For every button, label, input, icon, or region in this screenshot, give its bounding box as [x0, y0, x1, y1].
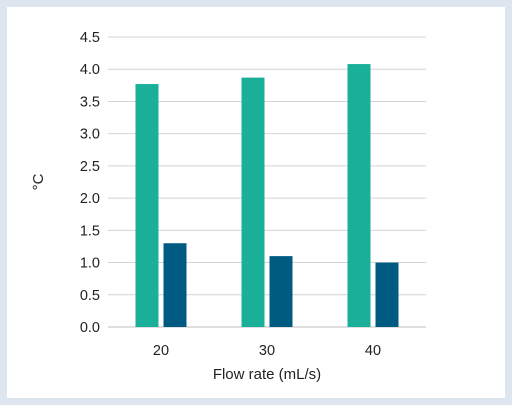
x-tick-label: 20 — [153, 343, 169, 359]
bar-chart: 0.0 0.5 1.0 1.5 2.0 2.5 3.0 3.5 4.0 4.5 20 30 40 Fl… — [30, 30, 426, 383]
gridlines — [108, 36, 426, 328]
y-tick-labels: 0.0 0.5 1.0 1.5 2.0 2.5 3.0 3.5 4.0 4.5 — [80, 30, 100, 336]
x-axis-label: Flow rate (mL/s) — [213, 366, 321, 383]
bars — [135, 64, 399, 328]
bar-30-series-1 — [241, 77, 265, 327]
y-tick-label: 3.5 — [80, 94, 100, 110]
y-tick-label: 4.0 — [80, 62, 100, 78]
y-axis-label: °C — [30, 173, 47, 190]
y-tick-label: 0.0 — [80, 320, 100, 336]
y-tick-label: 2.0 — [80, 191, 100, 207]
y-tick-label: 3.0 — [80, 127, 100, 143]
y-tick-label: 1.0 — [80, 256, 100, 272]
y-tick-label: 4.5 — [80, 30, 100, 46]
x-tick-label: 30 — [259, 343, 275, 359]
chart-panel: 0.0 0.5 1.0 1.5 2.0 2.5 3.0 3.5 4.0 4.5 20 30 40 Fl… — [7, 7, 505, 398]
bar-40-series-2 — [375, 262, 399, 327]
x-tick-label: 40 — [365, 343, 381, 359]
y-tick-label: 2.5 — [80, 159, 100, 175]
y-tick-label: 0.5 — [80, 288, 100, 304]
bar-20-series-1 — [135, 84, 159, 328]
bar-40-series-1 — [347, 64, 371, 328]
y-tick-label: 1.5 — [80, 223, 100, 239]
bar-20-series-2 — [163, 243, 187, 327]
x-tick-labels: 20 30 40 — [153, 343, 381, 359]
bar-30-series-2 — [269, 256, 293, 327]
